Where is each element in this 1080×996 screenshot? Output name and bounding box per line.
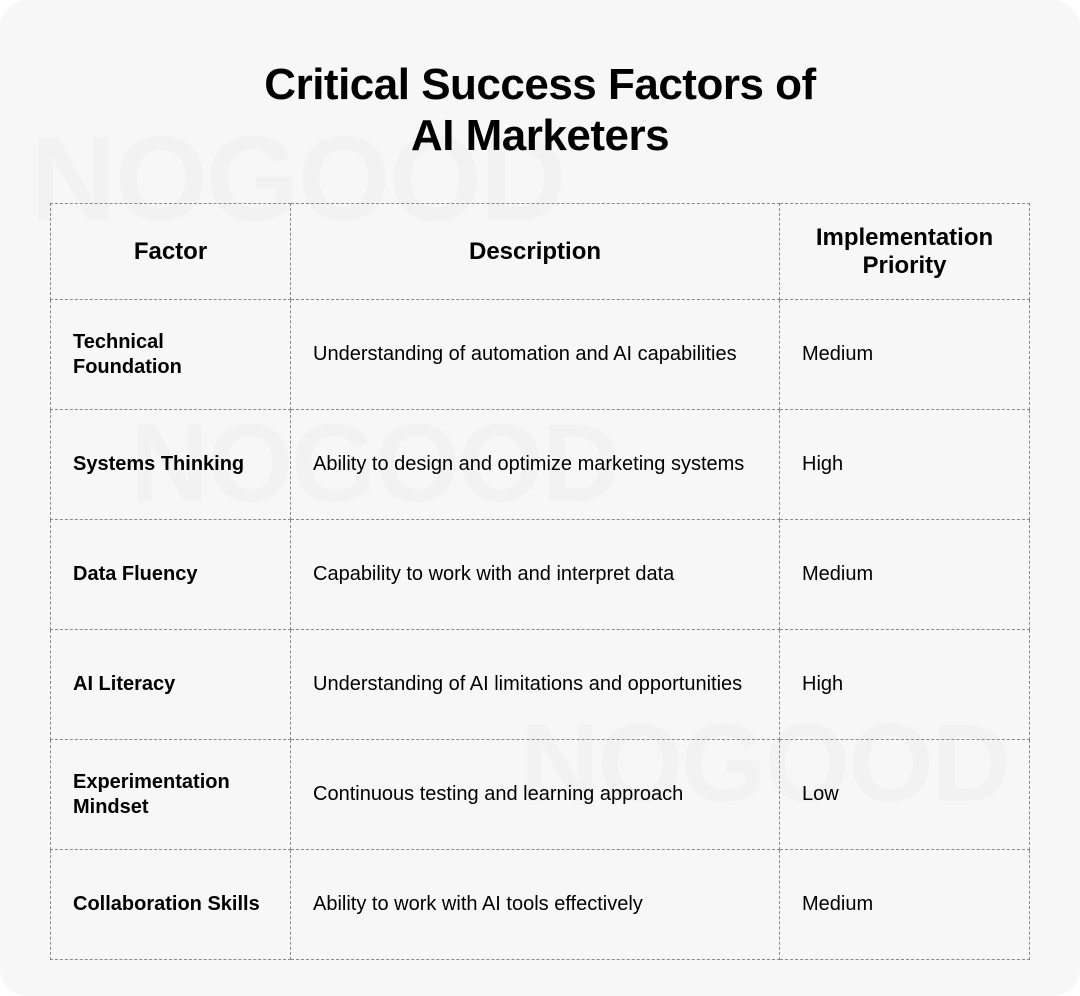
page-title: Critical Success Factors of AI Marketers bbox=[50, 60, 1030, 161]
description-cell: Ability to work with AI tools effectivel… bbox=[291, 869, 779, 940]
priority-cell: Low bbox=[780, 761, 1029, 828]
priority-cell: Medium bbox=[780, 321, 1029, 388]
column-header-description: Description bbox=[291, 204, 780, 300]
factor-cell: Data Fluency bbox=[51, 540, 290, 609]
factor-cell: Collaboration Skills bbox=[51, 870, 290, 939]
factor-cell: Technical Foundation bbox=[51, 308, 290, 402]
factor-cell: Experimentation Mindset bbox=[51, 748, 290, 842]
title-line-2: AI Marketers bbox=[411, 111, 669, 160]
card-container: NOGOOD NOGOOD NOGOOD Critical Success Fa… bbox=[0, 0, 1080, 996]
description-cell: Ability to design and optimize marketing… bbox=[291, 429, 779, 500]
table-row: Experimentation Mindset Continuous testi… bbox=[51, 740, 1030, 850]
description-cell: Capability to work with and interpret da… bbox=[291, 539, 779, 610]
column-header-factor: Factor bbox=[51, 204, 291, 300]
description-cell: Understanding of automation and AI capab… bbox=[291, 319, 779, 390]
table-row: Technical Foundation Understanding of au… bbox=[51, 300, 1030, 410]
factors-table: Factor Description Implementation Priori… bbox=[50, 203, 1030, 960]
priority-cell: Medium bbox=[780, 541, 1029, 608]
priority-cell: High bbox=[780, 651, 1029, 718]
table-row: Data Fluency Capability to work with and… bbox=[51, 520, 1030, 630]
table-header-row: Factor Description Implementation Priori… bbox=[51, 204, 1030, 300]
column-header-priority: Implementation Priority bbox=[780, 204, 1030, 300]
priority-cell: Medium bbox=[780, 871, 1029, 938]
table-row: Collaboration Skills Ability to work wit… bbox=[51, 850, 1030, 960]
factor-cell: Systems Thinking bbox=[51, 430, 290, 499]
factor-cell: AI Literacy bbox=[51, 650, 290, 719]
description-cell: Continuous testing and learning approach bbox=[291, 759, 779, 830]
table-row: AI Literacy Understanding of AI limitati… bbox=[51, 630, 1030, 740]
title-line-1: Critical Success Factors of bbox=[264, 60, 815, 109]
description-cell: Understanding of AI limitations and oppo… bbox=[291, 649, 779, 720]
table-row: Systems Thinking Ability to design and o… bbox=[51, 410, 1030, 520]
priority-cell: High bbox=[780, 431, 1029, 498]
